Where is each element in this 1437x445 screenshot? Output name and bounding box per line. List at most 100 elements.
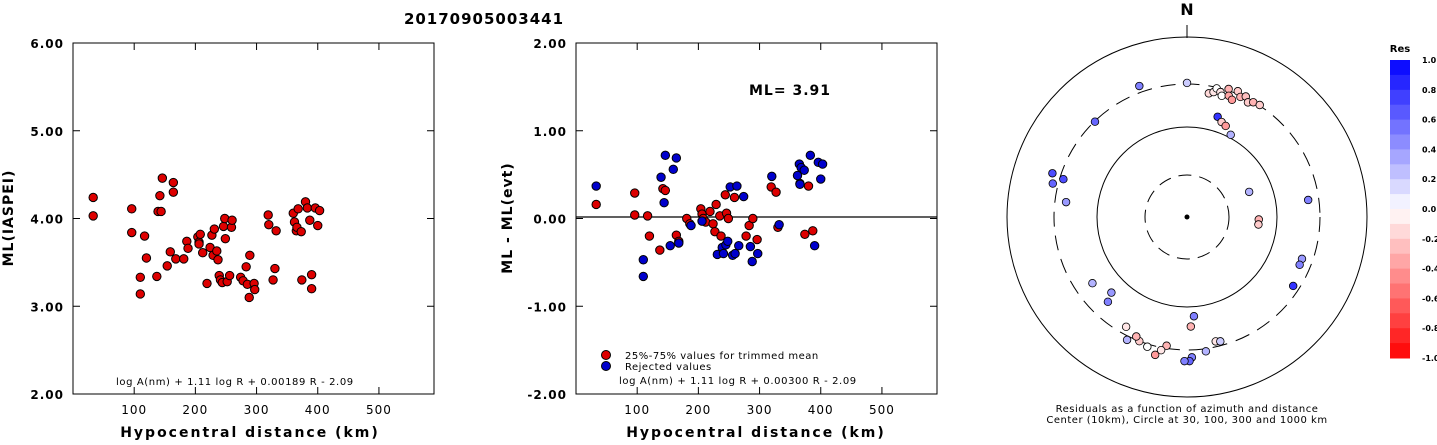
data-point (218, 221, 229, 232)
ml-annotation: ML= 3.91 (749, 83, 831, 99)
x-axis-label-2: Hypocentral distance (km) (626, 425, 886, 441)
data-point (135, 272, 146, 282)
x-tick-label: 300 (244, 403, 270, 417)
legend-label-rejected: Rejected values (625, 362, 712, 373)
data-point (656, 172, 666, 182)
y-tick-label: 0.00 (533, 213, 567, 227)
x-tick-label: 200 (182, 403, 208, 417)
station-point (1182, 78, 1192, 88)
formula-1: log A(nm) + 1.11 log R + 0.00189 R - 2.0… (116, 377, 354, 388)
data-point (638, 271, 649, 282)
data-point (155, 190, 165, 201)
data-point (630, 210, 640, 220)
station-point (1162, 341, 1171, 350)
y-tick-label: 3.00 (30, 300, 64, 314)
ring-100km (1096, 126, 1278, 308)
axis-ticks-2: 100 200 300 400 500 -2.00 -1.00 0.00 1.00 2.00 (527, 37, 937, 417)
colorbar-swatch (1390, 60, 1410, 76)
colorbar-tick-label: 0.2 (1422, 175, 1436, 184)
station-point (1143, 342, 1152, 351)
data-point (671, 153, 682, 163)
colorbar-title: Res (1390, 44, 1410, 55)
data-point (171, 254, 181, 264)
data-point (156, 206, 166, 217)
colorbar-tick-label: -0.2 (1422, 235, 1437, 244)
data-point (141, 253, 152, 263)
x-tick-label: 500 (869, 403, 895, 417)
data-point (741, 231, 751, 241)
colorbar-tick-label: 1.0 (1422, 56, 1437, 65)
x-tick-label: 100 (121, 403, 147, 417)
data-point (179, 254, 189, 264)
data-point (799, 165, 809, 175)
data-point (817, 159, 828, 169)
data-point (305, 215, 315, 225)
figure-title: 20170905003441 (404, 10, 564, 28)
station-point (1244, 187, 1254, 197)
colorbar-swatch (1390, 328, 1410, 344)
data-point (127, 204, 137, 214)
station-point (1295, 260, 1304, 270)
data-point (809, 241, 820, 251)
data-point (306, 269, 317, 280)
colorbar-swatch (1390, 149, 1410, 165)
data-point (198, 248, 208, 258)
colorbar-swatch (1390, 253, 1410, 270)
station-point (1135, 81, 1144, 91)
chart-ml-residual: 100 200 300 400 500 -2.00 -1.00 0.00 1.00 2.00 ML… (500, 37, 938, 441)
data-point (127, 227, 137, 238)
station-point (1150, 350, 1160, 360)
x-tick-label: 200 (685, 403, 711, 417)
colorbar-swatch (1390, 223, 1410, 240)
data-point (168, 177, 179, 188)
data-point (686, 220, 696, 231)
station-point (1048, 179, 1057, 188)
data-point (792, 170, 803, 181)
data-point (250, 284, 260, 295)
data-point (659, 198, 669, 208)
data-point (730, 248, 740, 259)
data-point (213, 255, 223, 265)
data-point (660, 150, 671, 161)
station-point (1186, 322, 1196, 331)
colorbar-swatch (1390, 134, 1410, 150)
ring-30km (1144, 174, 1230, 260)
colorbar-ticks: 1.0 0.8 0.6 0.4 0.2 0.0 -0.2 -0.4 -0.6 -0.8 -1.0 (1422, 56, 1437, 363)
data-point (711, 199, 721, 210)
data-point (723, 236, 733, 247)
y-tick-label: -2.00 (527, 388, 567, 402)
station-point (1180, 356, 1189, 366)
station-point (1122, 335, 1132, 345)
station-point (1217, 91, 1226, 101)
data-point (720, 190, 730, 200)
station-point (1132, 332, 1141, 341)
data-point (697, 216, 707, 226)
colorbar-tick-label: 0.8 (1422, 86, 1437, 95)
data-point (745, 241, 756, 252)
data-point (302, 203, 313, 213)
data-point (591, 181, 601, 191)
data-point (774, 219, 784, 230)
axis-ticks-1: 100 200 300 400 500 2.00 3.00 4.00 5.00 6.00 (30, 37, 434, 417)
station-point (1121, 322, 1131, 332)
data-point (220, 233, 231, 244)
station-point (1227, 95, 1237, 104)
data-point (805, 150, 816, 161)
colorbar-tick-label: 0.4 (1422, 145, 1437, 154)
data-point (734, 241, 744, 251)
colorbar-swatch (1390, 179, 1410, 195)
y-axis-label-1: ML(IASPEI) (1, 170, 17, 267)
station-point (1216, 337, 1225, 346)
y-tick-label: 4.00 (30, 213, 64, 227)
plot-frame-1 (72, 42, 435, 395)
data-point (271, 226, 281, 236)
data-point (738, 191, 749, 202)
colorbar-swatch (1390, 104, 1410, 121)
data-point (263, 210, 273, 220)
chart-ml-iaspei: 100 200 300 400 500 2.00 3.00 4.00 5.00 6.00 ML(I… (1, 37, 435, 441)
north-label: N (1180, 0, 1193, 19)
data-point (705, 206, 715, 217)
data-points-2 (591, 150, 828, 282)
x-tick-label: 100 (624, 403, 650, 417)
